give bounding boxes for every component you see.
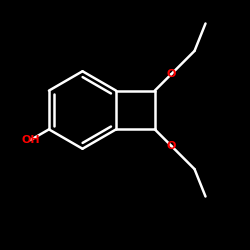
Text: O: O <box>166 69 176 79</box>
Text: OH: OH <box>21 135 40 145</box>
Text: O: O <box>166 141 176 151</box>
